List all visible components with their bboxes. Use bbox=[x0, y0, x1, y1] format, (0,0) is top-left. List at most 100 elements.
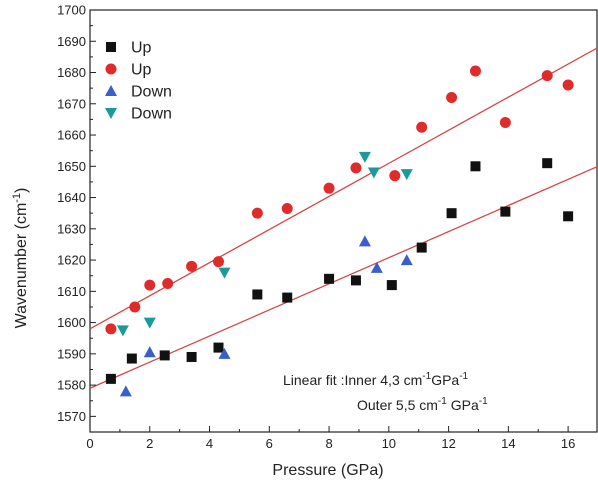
y-tick-label: 1690 bbox=[57, 34, 86, 49]
x-tick-label: 2 bbox=[146, 436, 153, 451]
x-tick-label: 16 bbox=[561, 436, 575, 451]
data-point-series-2 bbox=[499, 117, 511, 129]
data-point-series-2 bbox=[212, 256, 224, 268]
linear-fit-line bbox=[89, 46, 598, 330]
data-point-series-1 bbox=[416, 242, 427, 253]
plot-area bbox=[89, 9, 598, 433]
x-tick-label: 6 bbox=[266, 436, 273, 451]
data-point-series-2 bbox=[541, 70, 553, 82]
legend-label-4: Down bbox=[131, 106, 172, 123]
y-axis-title-main: Wavenumber (cm bbox=[13, 203, 30, 329]
y-tick-label: 1620 bbox=[57, 253, 86, 268]
annotation-inner-sup2: -1 bbox=[459, 371, 468, 382]
linear-fit-line bbox=[89, 165, 598, 389]
data-point-series-3 bbox=[143, 346, 156, 358]
y-tick-label: 1670 bbox=[57, 96, 86, 111]
x-tick-label: 10 bbox=[382, 436, 396, 451]
data-point-series-1 bbox=[105, 373, 116, 384]
data-point-series-1 bbox=[282, 292, 293, 303]
data-point-series-2 bbox=[446, 92, 458, 104]
data-point-series-2 bbox=[389, 170, 401, 182]
data-point-series-1 bbox=[470, 161, 481, 172]
data-point-series-4 bbox=[218, 267, 231, 279]
x-tick-label: 0 bbox=[86, 436, 93, 451]
annotation-outer-sup: -1 bbox=[438, 396, 447, 407]
y-tick-label: 1630 bbox=[57, 221, 86, 236]
data-point-series-1 bbox=[213, 342, 224, 353]
data-point-series-2 bbox=[144, 279, 156, 291]
data-point-series-2 bbox=[105, 323, 117, 335]
data-point-series-1 bbox=[159, 350, 170, 361]
y-axis-title-sup: -1 bbox=[11, 193, 23, 203]
data-point-series-1 bbox=[446, 208, 457, 219]
data-point-series-1 bbox=[350, 275, 361, 286]
y-tick-label: 1570 bbox=[57, 409, 86, 424]
legend-label-2: Up bbox=[131, 62, 152, 79]
annotation-inner-sup: -1 bbox=[422, 371, 431, 382]
y-tick-label: 1600 bbox=[57, 315, 86, 330]
y-tick-label: 1650 bbox=[57, 159, 86, 174]
legend-marker-1 bbox=[106, 42, 116, 52]
data-point-series-1 bbox=[563, 211, 574, 222]
annotation-outer-text: Outer 5,5 cm bbox=[357, 397, 438, 413]
y-tick-label: 1590 bbox=[57, 346, 86, 361]
y-tick-label: 1680 bbox=[57, 65, 86, 80]
data-point-series-4 bbox=[358, 151, 371, 163]
data-point-series-2 bbox=[350, 162, 362, 174]
data-points bbox=[105, 65, 574, 397]
data-point-series-1 bbox=[324, 273, 335, 284]
legend: Up Up Down Down bbox=[105, 40, 172, 123]
annotation-inner-fit: Linear fit :Inner 4,3 cm-1GPa-1 bbox=[283, 371, 469, 388]
y-tick-label: 1660 bbox=[57, 128, 86, 143]
x-tick-label: 4 bbox=[206, 436, 213, 451]
fit-lines bbox=[89, 46, 598, 389]
data-point-series-4 bbox=[400, 169, 413, 181]
x-axis-ticks: 0 2 4 6 8 10 12 14 16 bbox=[86, 426, 575, 451]
data-point-series-2 bbox=[416, 121, 428, 133]
data-point-series-2 bbox=[323, 182, 335, 194]
legend-label-3: Down bbox=[131, 84, 172, 101]
data-point-series-3 bbox=[400, 254, 413, 266]
plot-frame bbox=[89, 9, 598, 433]
data-point-series-2 bbox=[281, 202, 293, 214]
y-tick-label: 1580 bbox=[57, 378, 86, 393]
x-tick-label: 14 bbox=[501, 436, 515, 451]
legend-marker-4 bbox=[105, 108, 117, 119]
data-point-series-1 bbox=[252, 289, 263, 300]
y-tick-label: 1700 bbox=[57, 3, 86, 18]
y-tick-label: 1610 bbox=[57, 284, 86, 299]
data-point-series-1 bbox=[386, 280, 397, 291]
data-point-series-3 bbox=[358, 235, 371, 247]
data-point-series-2 bbox=[162, 278, 174, 290]
data-point-series-4 bbox=[143, 317, 156, 329]
annotation-inner-text: Linear fit :Inner 4,3 cm bbox=[283, 372, 422, 388]
data-point-series-3 bbox=[370, 261, 383, 273]
x-axis-title: Pressure (GPa) bbox=[272, 462, 383, 479]
x-tick-label: 8 bbox=[325, 436, 332, 451]
data-point-series-2 bbox=[186, 260, 198, 272]
data-point-series-4 bbox=[116, 325, 129, 337]
legend-label-1: Up bbox=[131, 40, 152, 57]
data-point-series-1 bbox=[500, 206, 511, 217]
data-point-series-2 bbox=[251, 207, 263, 219]
data-point-series-1 bbox=[542, 158, 553, 169]
data-point-series-1 bbox=[126, 353, 137, 364]
y-axis-title-close: ) bbox=[13, 188, 30, 193]
data-point-series-2 bbox=[469, 65, 481, 77]
data-point-series-2 bbox=[129, 301, 141, 313]
annotation-outer-unit: GPa bbox=[447, 397, 479, 413]
legend-marker-3 bbox=[105, 85, 117, 96]
y-axis-title: Wavenumber (cm-1) bbox=[11, 188, 30, 329]
x-tick-label: 12 bbox=[441, 436, 455, 451]
data-point-series-3 bbox=[119, 385, 132, 397]
legend-marker-2 bbox=[105, 63, 117, 75]
data-point-series-4 bbox=[367, 167, 380, 179]
y-axis-ticks: 1570 1580 1590 1600 1610 1620 1630 1640 1650 1660… bbox=[57, 3, 96, 424]
y-tick-label: 1640 bbox=[57, 190, 86, 205]
annotation-inner-unit: GPa bbox=[431, 372, 459, 388]
data-point-series-1 bbox=[186, 351, 197, 362]
data-point-series-3 bbox=[218, 347, 231, 359]
data-point-series-2 bbox=[562, 79, 574, 91]
annotation-outer-sup2: -1 bbox=[479, 396, 488, 407]
